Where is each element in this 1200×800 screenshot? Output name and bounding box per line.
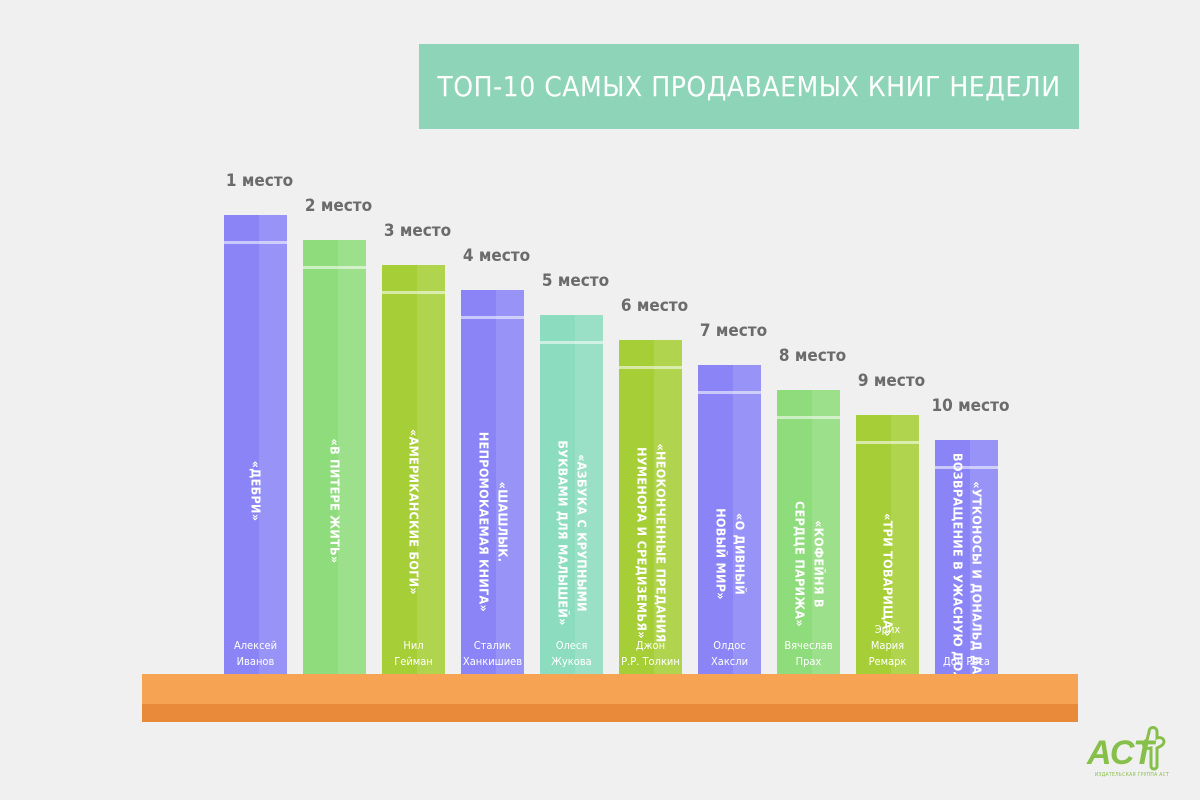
book-author-line: Р.Р. Толкин <box>621 655 680 669</box>
chart-title-banner: ТОП-10 САМЫХ ПРОДАВАЕМЫХ КНИГ НЕДЕЛИ <box>419 44 1079 129</box>
book-title-line: БУКВАМИ ДЛЯ МАЛЫШЕЙ» <box>554 439 570 626</box>
book-band <box>224 241 287 244</box>
place-label: 8 место <box>778 346 847 366</box>
book-author-line: Прах <box>795 655 822 669</box>
publisher-logo: АСТ <box>1086 726 1166 772</box>
book-highlight <box>891 415 919 690</box>
logo-caption: ИЗДАТЕЛЬСКАЯ ГРУППА АСТ <box>1094 772 1170 778</box>
book-highlight <box>496 290 524 690</box>
book-bar: «АЗБУКА С КРУПНЫМИ БУКВАМИ ДЛЯ МАЛЫШЕЙ» Ол… <box>540 315 603 690</box>
book-author-line: Сталик <box>473 639 512 653</box>
book-author: Дон Роса <box>935 654 998 670</box>
book-title-line: «КОФЕЙНЯ В <box>810 520 826 608</box>
book-author: Алексей Иванов <box>224 638 287 670</box>
book-author-line: Олеся <box>555 639 588 653</box>
book-title-line: «В ПИТЕРЕ ЖИТЬ» <box>327 438 343 564</box>
book-title: «ШАШЛЫК. НЕПРОМОКАЕМАЯ КНИГА» <box>473 432 512 612</box>
book-highlight <box>654 340 682 690</box>
book-highlight <box>812 390 840 690</box>
book-author: Олеся Жукова <box>540 638 603 670</box>
book-author-line: Олдос <box>713 639 746 653</box>
book-bar: «ТРИ ТОВАРИЩА» Эрих Мария Ремарк <box>856 415 919 690</box>
book-title: «ТРИ ТОВАРИЩА» <box>878 513 897 637</box>
book-author-line: Джон <box>635 639 666 653</box>
book-author-line: Иванов <box>236 655 275 669</box>
book-author-line: Вячеслав <box>784 639 833 653</box>
place-label: 10 место <box>931 396 1010 416</box>
place-label: 4 место <box>462 246 531 266</box>
book-author: Джон Р.Р. Толкин <box>619 638 682 670</box>
book-title-line: НОВЫЙ МИР» <box>712 507 728 600</box>
book-author-line: Алексей <box>233 639 278 653</box>
book-title: «КОФЕЙНЯ В СЕРДЦЕ ПАРИЖА» <box>789 501 828 627</box>
book-title-line: НУМЕНОРА И СРЕДИЗЕМЬЯ» <box>633 447 649 639</box>
book-title-line: «ДЕБРИ» <box>248 460 264 521</box>
book-bar: «НЕОКОНЧЕННЫЕ ПРЕДАНИЯ НУМЕНОРА И СРЕДИЗЕ… <box>619 340 682 690</box>
book-author-line: Хаксли <box>710 655 749 669</box>
book-highlight <box>338 240 366 690</box>
book-band <box>777 416 840 419</box>
place-label: 6 место <box>620 296 689 316</box>
book-title-line: «АМЕРИКАНСКИЕ БОГИ» <box>406 428 422 595</box>
book-title: «АЗБУКА С КРУПНЫМИ БУКВАМИ ДЛЯ МАЛЫШЕЙ» <box>552 440 591 625</box>
book-author-line: Мария <box>870 639 905 653</box>
place-label: 1 место <box>225 171 294 191</box>
book-author-line: Гейман <box>394 655 433 669</box>
book-title: «О ДИВНЫЙ НОВЫЙ МИР» <box>710 508 749 600</box>
book-band <box>382 291 445 294</box>
logo-figure-icon <box>1142 726 1166 771</box>
book-author-line: Ремарк <box>868 655 907 669</box>
book-author-line: Эрих <box>874 623 901 637</box>
shelf-bottom <box>142 704 1078 722</box>
book-title-line: «О ДИВНЫЙ <box>731 512 747 595</box>
book-author-line: Ханкишиев <box>462 655 523 669</box>
place-label: 2 место <box>304 196 373 216</box>
place-label: 5 место <box>541 271 610 291</box>
book-band <box>698 391 761 394</box>
book-author-line: Жукова <box>551 655 592 669</box>
book-title-line: «ТРИ ТОВАРИЩА» <box>880 512 896 637</box>
book-bar: «КОФЕЙНЯ В СЕРДЦЕ ПАРИЖА» Вячеслав Прах <box>777 390 840 690</box>
book-author: Нил Гейман <box>382 638 445 670</box>
book-band <box>303 266 366 269</box>
book-band <box>619 366 682 369</box>
book-bar: «В ПИТЕРЕ ЖИТЬ» <box>303 240 366 690</box>
book-highlight <box>575 315 603 690</box>
book-bar: «ШАШЛЫК. НЕПРОМОКАЕМАЯ КНИГА» Сталик Ханкиш… <box>461 290 524 690</box>
book-title: «НЕОКОНЧЕННЫЕ ПРЕДАНИЯ НУМЕНОРА И СРЕДИЗЕ… <box>631 443 670 642</box>
book-author-line: Дон Роса <box>943 655 990 669</box>
place-label: 3 место <box>383 221 452 241</box>
book-bar: «АМЕРИКАНСКИЕ БОГИ» Нил Гейман <box>382 265 445 690</box>
place-label: 7 место <box>699 321 768 341</box>
book-title-line: НЕПРОМОКАЕМАЯ КНИГА» <box>475 431 491 613</box>
book-highlight <box>970 440 998 690</box>
book-bar: «УТКОНОСЫ И ДОНАЛЬД ДАК: ВОЗВРАЩЕНИЕ В УЖ… <box>935 440 998 690</box>
book-band <box>856 441 919 444</box>
book-title: «АМЕРИКАНСКИЕ БОГИ» <box>404 429 423 595</box>
book-highlight <box>259 215 287 690</box>
book-band <box>461 316 524 319</box>
book-title: «ДЕБРИ» <box>246 460 265 521</box>
book-author: Эрих Мария Ремарк <box>856 622 919 670</box>
book-title-line: СЕРДЦЕ ПАРИЖА» <box>791 501 807 627</box>
chart-title: ТОП-10 САМЫХ ПРОДАВАЕМЫХ КНИГ НЕДЕЛИ <box>437 70 1061 103</box>
book-band <box>935 466 998 469</box>
book-title-line: «ШАШЛЫК. <box>494 481 510 563</box>
book-author: Олдос Хаксли <box>698 638 761 670</box>
book-highlight <box>417 265 445 690</box>
book-title-line: «НЕОКОНЧЕННЫЕ ПРЕДАНИЯ <box>652 443 668 643</box>
book-bar: «О ДИВНЫЙ НОВЫЙ МИР» Олдос Хаксли <box>698 365 761 690</box>
book-bar: «ДЕБРИ» Алексей Иванов <box>224 215 287 690</box>
book-author: Сталик Ханкишиев <box>461 638 524 670</box>
book-author-line: Нил <box>403 639 424 653</box>
place-label: 9 место <box>857 371 926 391</box>
book-highlight <box>733 365 761 690</box>
book-band <box>540 341 603 344</box>
book-author: Вячеслав Прах <box>777 638 840 670</box>
shelf-top <box>142 674 1078 704</box>
book-title-line: «АЗБУКА С КРУПНЫМИ <box>573 453 589 612</box>
book-title: «В ПИТЕРЕ ЖИТЬ» <box>325 439 344 564</box>
